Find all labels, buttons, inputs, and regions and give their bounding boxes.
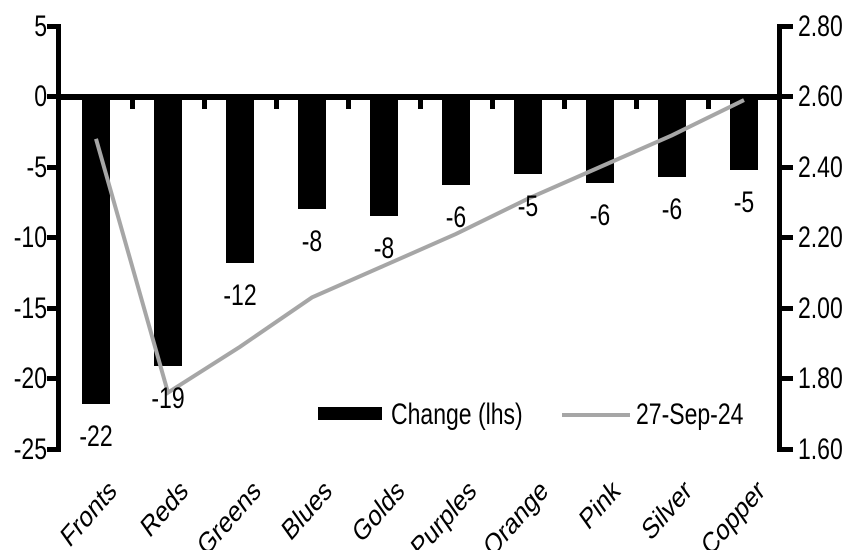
- left-axis-tick-label: 5: [34, 8, 47, 42]
- left-axis-tick: [47, 376, 61, 381]
- right-axis-tick: [777, 235, 793, 240]
- legend-bar-swatch: [318, 407, 382, 420]
- right-axis-tick: [777, 23, 793, 29]
- left-axis-tick-label: -10: [13, 220, 47, 254]
- left-axis-tick: [47, 446, 61, 452]
- right-axis-tick: [777, 446, 793, 452]
- category-boundary-tick: [489, 96, 495, 109]
- category-label-silver: Silver: [636, 473, 698, 547]
- left-axis-tick-label: -25: [13, 431, 47, 465]
- bar-orange: [514, 96, 542, 175]
- category-boundary-tick: [201, 96, 207, 109]
- category-label-greens: Greens: [191, 473, 266, 550]
- right-axis-tick-label: 2.80: [798, 8, 843, 42]
- category-label-orange: Orange: [478, 473, 554, 550]
- category-label-reds: Reds: [135, 473, 194, 544]
- category-label-copper: Copper: [695, 473, 770, 550]
- bar-reds: [154, 96, 182, 366]
- right-axis-tick-label: 2.60: [798, 79, 843, 113]
- left-axis-tick-label: 0: [34, 79, 47, 113]
- bar-data-label-orange: -5: [517, 189, 539, 223]
- category-label-blues: Blues: [276, 473, 338, 547]
- category-boundary-tick: [633, 96, 639, 109]
- bar-data-label-purples: -6: [445, 200, 467, 234]
- left-axis-tick: [47, 23, 61, 29]
- right-axis-tick-label: 2.00: [798, 290, 843, 324]
- bar-greens: [226, 96, 254, 263]
- left-axis-tick-label: -20: [13, 361, 47, 395]
- right-axis-tick: [777, 305, 793, 311]
- legend-bar-label: Change (lhs): [391, 396, 523, 430]
- legend-line-swatch: [562, 413, 630, 417]
- right-axis-tick-label: 2.20: [798, 220, 843, 254]
- bar-data-label-pink: -6: [589, 197, 611, 231]
- left-axis-tick: [47, 305, 61, 311]
- category-boundary-tick: [417, 96, 423, 109]
- category-label-purples: Purples: [405, 473, 482, 550]
- bar-data-label-greens: -12: [223, 278, 257, 312]
- bar-pink: [586, 96, 614, 183]
- category-label-fronts: Fronts: [55, 473, 122, 550]
- bar-data-label-reds: -19: [151, 381, 185, 415]
- right-axis-tick: [777, 376, 793, 381]
- category-boundary-tick: [129, 96, 135, 109]
- line-series-path: [94, 98, 745, 396]
- left-axis-tick: [47, 235, 61, 240]
- category-boundary-tick: [345, 96, 351, 109]
- right-axis-tick-label: 1.60: [798, 431, 843, 465]
- bar-blues: [298, 96, 326, 210]
- right-axis-tick-label: 1.80: [798, 361, 843, 395]
- category-boundary-tick: [273, 96, 279, 109]
- category-boundary-tick: [561, 96, 567, 109]
- bar-copper: [730, 96, 758, 170]
- category-boundary-tick: [705, 96, 711, 109]
- bar-golds: [370, 96, 398, 217]
- bar-data-label-fronts: -22: [79, 419, 113, 453]
- legend-line-label: 27-Sep-24: [636, 396, 744, 430]
- bar-purples: [442, 96, 470, 186]
- right-axis-tick-label: 2.40: [798, 149, 843, 183]
- bar-data-label-blues: -8: [301, 224, 323, 258]
- bar-data-label-copper: -5: [733, 185, 755, 219]
- right-axis-tick: [777, 94, 793, 99]
- left-axis-tick: [47, 164, 61, 170]
- category-label-golds: Golds: [347, 473, 410, 549]
- category-label-pink: Pink: [574, 473, 626, 536]
- bar-silver: [658, 96, 686, 177]
- bar-data-label-golds: -8: [373, 231, 395, 265]
- bar-data-label-silver: -6: [661, 192, 683, 226]
- left-axis-tick-label: -5: [26, 149, 47, 183]
- bar-fronts: [82, 96, 110, 404]
- left-axis-tick: [47, 94, 61, 99]
- left-axis-tick-label: -15: [13, 290, 47, 324]
- right-axis-tick: [777, 164, 793, 170]
